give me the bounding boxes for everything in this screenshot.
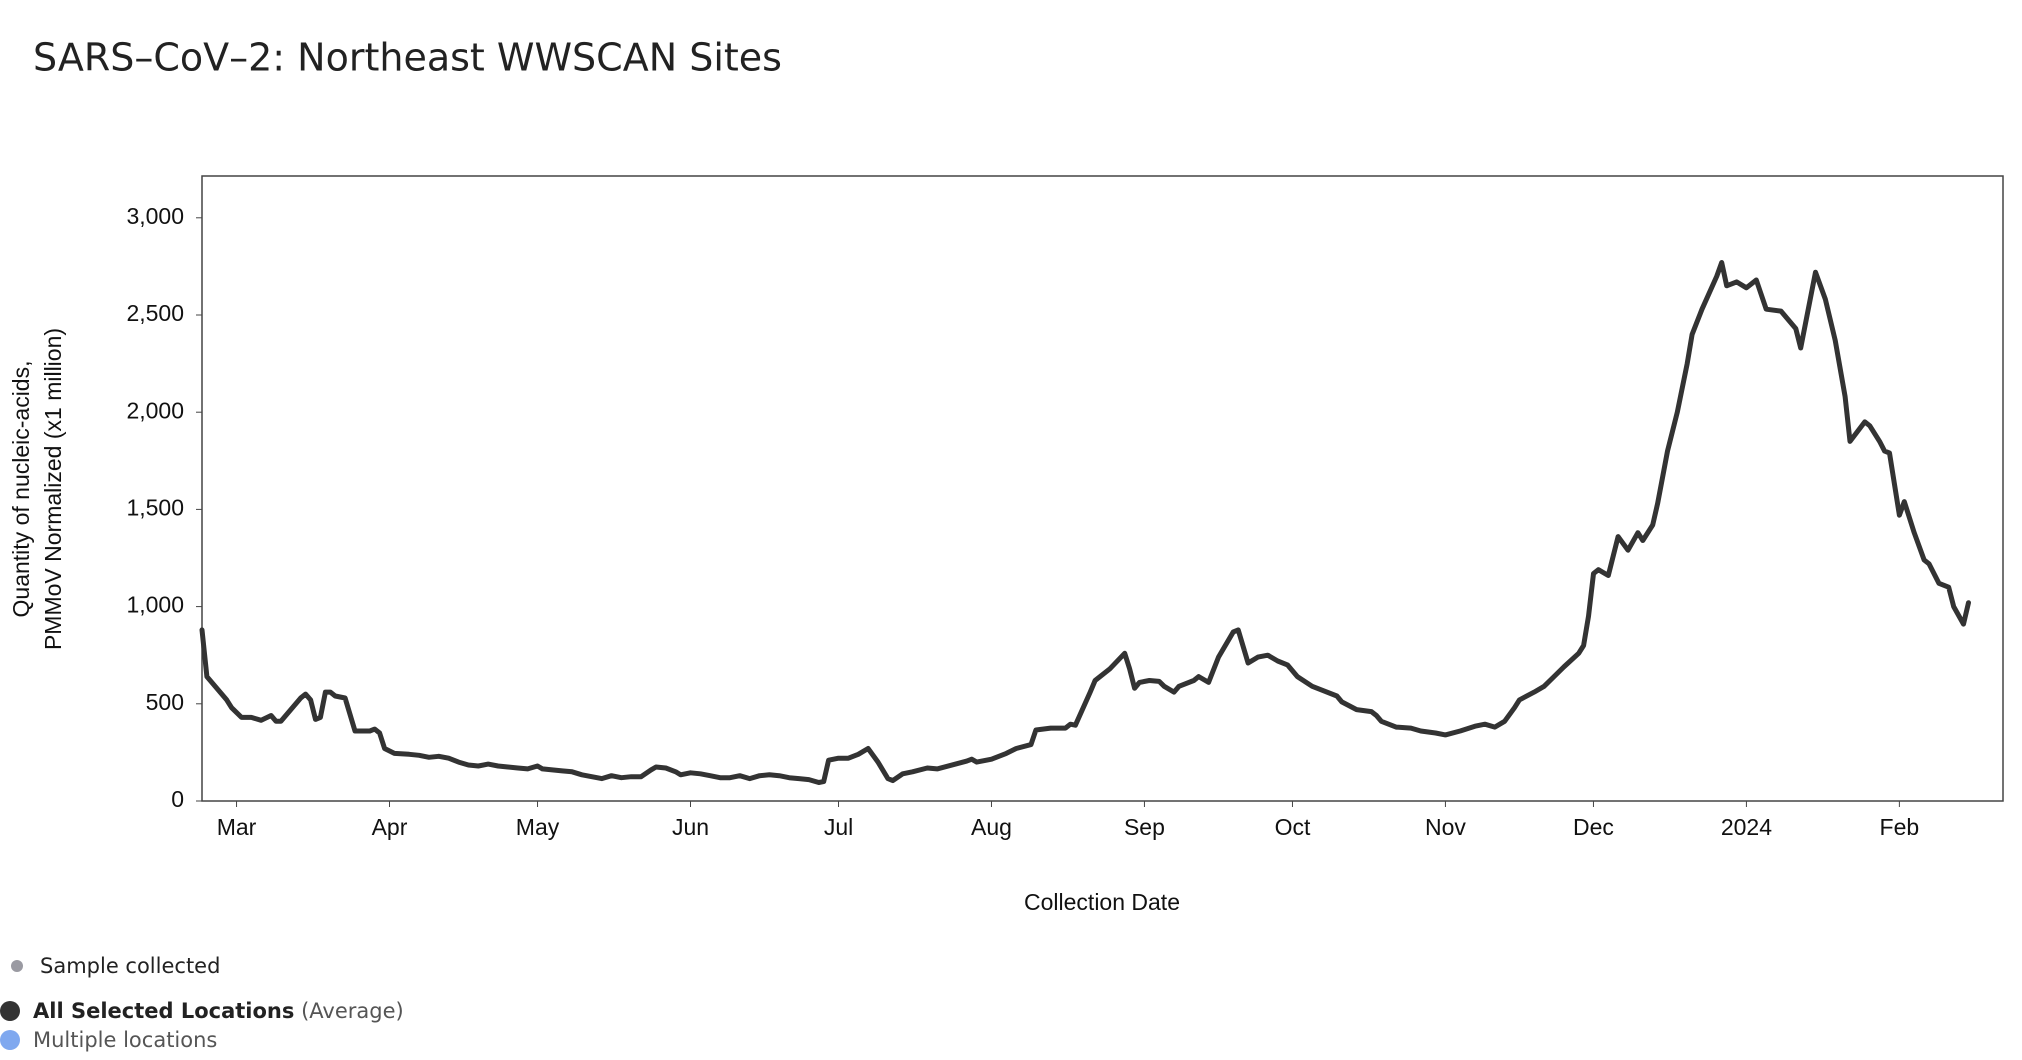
x-tick-label: Sep — [1124, 814, 1165, 840]
legend-label: Sample collected — [40, 954, 220, 978]
x-tick-label: Mar — [217, 814, 257, 840]
x-tick-label: Nov — [1425, 814, 1466, 840]
legend-dot — [0, 1030, 20, 1050]
y-tick-label: 1,000 — [126, 592, 184, 618]
y-tick-label: 2,000 — [126, 397, 184, 423]
y-axis-title: Quantity of nucleic-acids, PMMoV Normali… — [8, 328, 66, 650]
plot-frame — [201, 175, 2004, 802]
x-tick-label: Apr — [372, 814, 408, 840]
legend-dot — [0, 1001, 20, 1021]
x-tick-label: Dec — [1573, 814, 1614, 840]
legend-dot — [11, 960, 23, 972]
y-axis-title-line: Quantity of nucleic-acids, — [8, 361, 34, 618]
x-tick-label: Jul — [824, 814, 853, 840]
y-tick-label: 3,000 — [126, 203, 184, 229]
x-tick-label: Feb — [1880, 814, 1920, 840]
legend-label: All Selected Locations — [33, 999, 294, 1023]
x-tick-label: 2024 — [1721, 814, 1772, 840]
y-tick-label: 0 — [171, 786, 184, 812]
y-tick-label: 500 — [146, 689, 184, 715]
y-axis-title-line: PMMoV Normalized (x1 million) — [40, 328, 66, 650]
y-tick-label: 2,500 — [126, 300, 184, 326]
legend-label: (Average) — [301, 999, 404, 1023]
x-tick-label: May — [516, 814, 560, 840]
legend-entry: All Selected Locations (Average) — [33, 999, 404, 1023]
legend-label: Multiple locations — [33, 1028, 217, 1052]
series-line — [199, 260, 1971, 785]
x-axis-title: Collection Date — [1024, 889, 1180, 915]
x-tick-label: Aug — [971, 814, 1012, 840]
chart-title: SARS–CoV–2: Northeast WWSCAN Sites — [33, 36, 782, 80]
x-tick-label: Jun — [672, 814, 709, 840]
y-tick-label: 1,500 — [126, 494, 184, 520]
x-tick-label: Oct — [1275, 814, 1311, 840]
